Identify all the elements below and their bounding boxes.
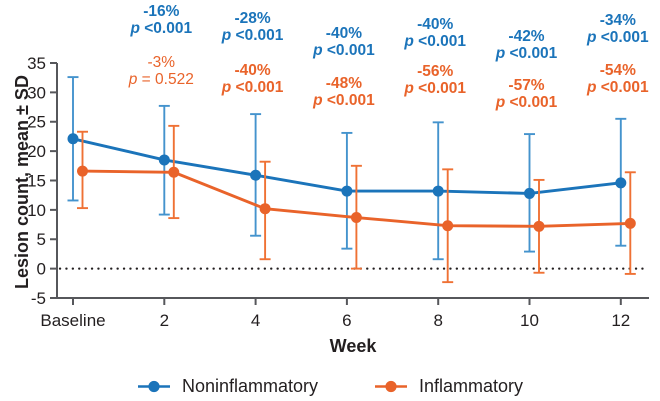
p-value-label: p <0.001 [586, 29, 649, 46]
p-value-label: p <0.001 [313, 42, 375, 59]
noninflammatory-annotation-week-12: -34% p <0.001 [543, 12, 660, 46]
inflammatory-data-point [259, 203, 271, 215]
y-tick-label: 30 [27, 83, 46, 102]
p-value-label: p <0.001 [221, 27, 284, 44]
p-value-label: p <0.001 [130, 20, 193, 37]
p-value-label: p <0.001 [313, 92, 375, 109]
inflammatory-data-point [442, 220, 454, 232]
x-tick-label: Baseline [40, 311, 105, 330]
x-tick-label: 8 [433, 311, 442, 330]
noninflammatory-dot [148, 380, 160, 392]
p-value-label: p = 0.522 [128, 71, 194, 88]
pct-change-label: -34% [599, 12, 636, 29]
x-tick-label: 2 [160, 311, 169, 330]
y-axis-title: Lesion count, mean ± SD [12, 75, 32, 289]
noninflammatory-data-point [67, 133, 79, 145]
inflammatory-data-point [624, 217, 636, 229]
pct-change-label: -48% [325, 75, 362, 92]
noninflammatory-data-point [158, 154, 170, 166]
legend-item-noninflammatory: Noninflammatory [137, 376, 318, 397]
pct-change-label: -42% [508, 28, 545, 45]
x-tick-label: 12 [611, 311, 630, 330]
noninflammatory-data-point [524, 187, 535, 199]
inflammatory-data-point [168, 166, 180, 178]
pct-change-label: -40% [234, 62, 271, 79]
pct-change-label: -54% [599, 62, 636, 79]
y-tick-label: 0 [37, 260, 46, 279]
noninflammatory-annotation-week-10: -42% p <0.001 [452, 28, 602, 62]
pct-change-label: -16% [143, 3, 180, 20]
x-axis-title: Week [329, 336, 377, 356]
legend-label-noninflammatory: Noninflammatory [181, 375, 318, 396]
inflammatory-annotation-week-12: -54% p <0.001 [543, 62, 660, 96]
legend: Noninflammatory Inflammatory [0, 373, 660, 399]
noninflammatory-annotation-week-8: -40% p <0.001 [360, 16, 510, 50]
inflammatory-annotation-week-4: -40% p <0.001 [178, 62, 328, 96]
inflammatory-annotation-week-8: -56% p <0.001 [360, 63, 510, 97]
y-tick-label: 25 [27, 113, 46, 132]
pct-change-label: -56% [417, 63, 454, 80]
noninflammatory-marker-icon [137, 380, 170, 392]
noninflammatory-data-point [250, 169, 262, 181]
inflammatory-marker-icon [375, 380, 407, 392]
x-tick-label: 4 [251, 311, 260, 330]
pct-change-label: -40% [325, 25, 362, 42]
inflammatory-annotation-week-10: -57% p <0.001 [452, 77, 602, 111]
p-value-label: p <0.001 [404, 33, 466, 50]
inflammatory-annotation-week-2: -3% p = 0.522 [86, 54, 236, 88]
noninflammatory-annotation-week-4: -28% p <0.001 [178, 10, 328, 44]
y-tick-label: 35 [27, 54, 46, 73]
pct-change-label: -3% [147, 54, 176, 71]
p-value-label: p <0.001 [586, 79, 649, 96]
noninflammatory-annotation-week-6: -40% p <0.001 [269, 25, 419, 59]
y-tick-label: 10 [27, 201, 46, 220]
y-tick-label: 15 [27, 171, 46, 190]
noninflammatory-annotation-week-2: -16% p <0.001 [86, 3, 236, 37]
y-tick-label: 5 [37, 230, 46, 249]
pct-change-label: -28% [234, 10, 271, 27]
y-tick-label: -5 [31, 289, 46, 308]
inflammatory-data-point [350, 212, 362, 224]
p-value-label: p <0.001 [221, 79, 284, 96]
p-value-label: p <0.001 [404, 80, 466, 97]
p-value-label: p <0.001 [495, 94, 558, 111]
pct-change-label: -57% [508, 77, 545, 94]
inflammatory-dot [385, 380, 397, 392]
p-value-label: p <0.001 [495, 45, 558, 62]
noninflammatory-data-point [432, 185, 444, 197]
inflammatory-data-point [77, 165, 88, 177]
legend-item-inflammatory: Inflammatory [374, 376, 523, 397]
x-tick-label: 6 [342, 311, 351, 330]
pct-change-label: -40% [417, 16, 454, 33]
x-tick-label: 10 [520, 311, 539, 330]
inflammatory-annotation-week-6: -48% p <0.001 [269, 75, 419, 109]
y-tick-label: 20 [27, 142, 46, 161]
inflammatory-data-point [533, 220, 545, 232]
noninflammatory-data-point [615, 177, 627, 189]
legend-label-inflammatory: Inflammatory [419, 375, 524, 396]
noninflammatory-data-point [341, 185, 353, 197]
